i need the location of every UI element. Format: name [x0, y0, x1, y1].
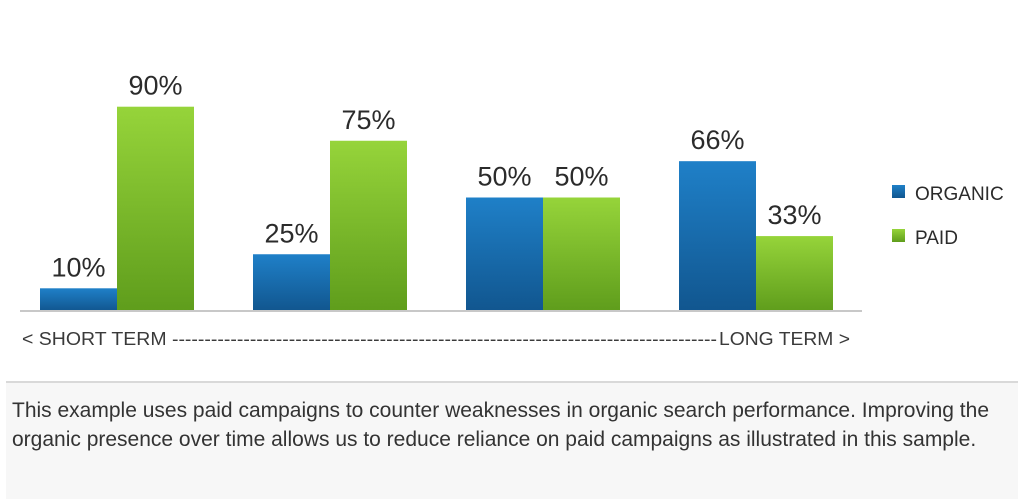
data-label-organic-2: 25% [264, 218, 318, 248]
bar-organic-1 [40, 288, 117, 311]
data-label-paid-3: 50% [554, 162, 608, 192]
bar-organic-4 [679, 161, 756, 311]
legend-label-paid: PAID [915, 228, 958, 249]
long-term-note: LONG TERM > [719, 329, 850, 349]
legend-swatch-paid [892, 229, 905, 242]
bar-paid-4 [756, 236, 833, 311]
bar-paid-3 [543, 197, 620, 311]
chart-canvas: 10% 25% 50% 66% 90% 75% 50% 33% < SHORT TERM --… [20, 71, 1004, 349]
legend: ORGANIC PAID [892, 184, 1004, 249]
section-divider [6, 381, 1018, 383]
data-label-organic-4: 66% [690, 125, 744, 155]
data-label-paid-1: 90% [128, 71, 182, 101]
caption-text: This example uses paid campaigns to coun… [12, 399, 990, 451]
caption-box: This example uses paid campaigns to coun… [6, 383, 1018, 499]
legend-swatch-organic [892, 185, 905, 198]
data-label-organic-1: 10% [51, 252, 105, 282]
data-label-paid-4: 33% [767, 200, 821, 230]
bar-paid-2 [330, 140, 407, 311]
short-term-note: < SHORT TERM ---------------------------… [22, 329, 717, 349]
bar-chart: 10% 25% 50% 66% 90% 75% 50% 33% < SHORT TERM --… [20, 71, 1004, 349]
bar-paid-1 [117, 106, 194, 311]
data-label-paid-2: 75% [341, 105, 395, 135]
legend-label-organic: ORGANIC [915, 184, 1004, 205]
data-label-organic-3: 50% [477, 162, 531, 192]
bar-organic-2 [253, 254, 330, 311]
bar-organic-3 [466, 197, 543, 311]
